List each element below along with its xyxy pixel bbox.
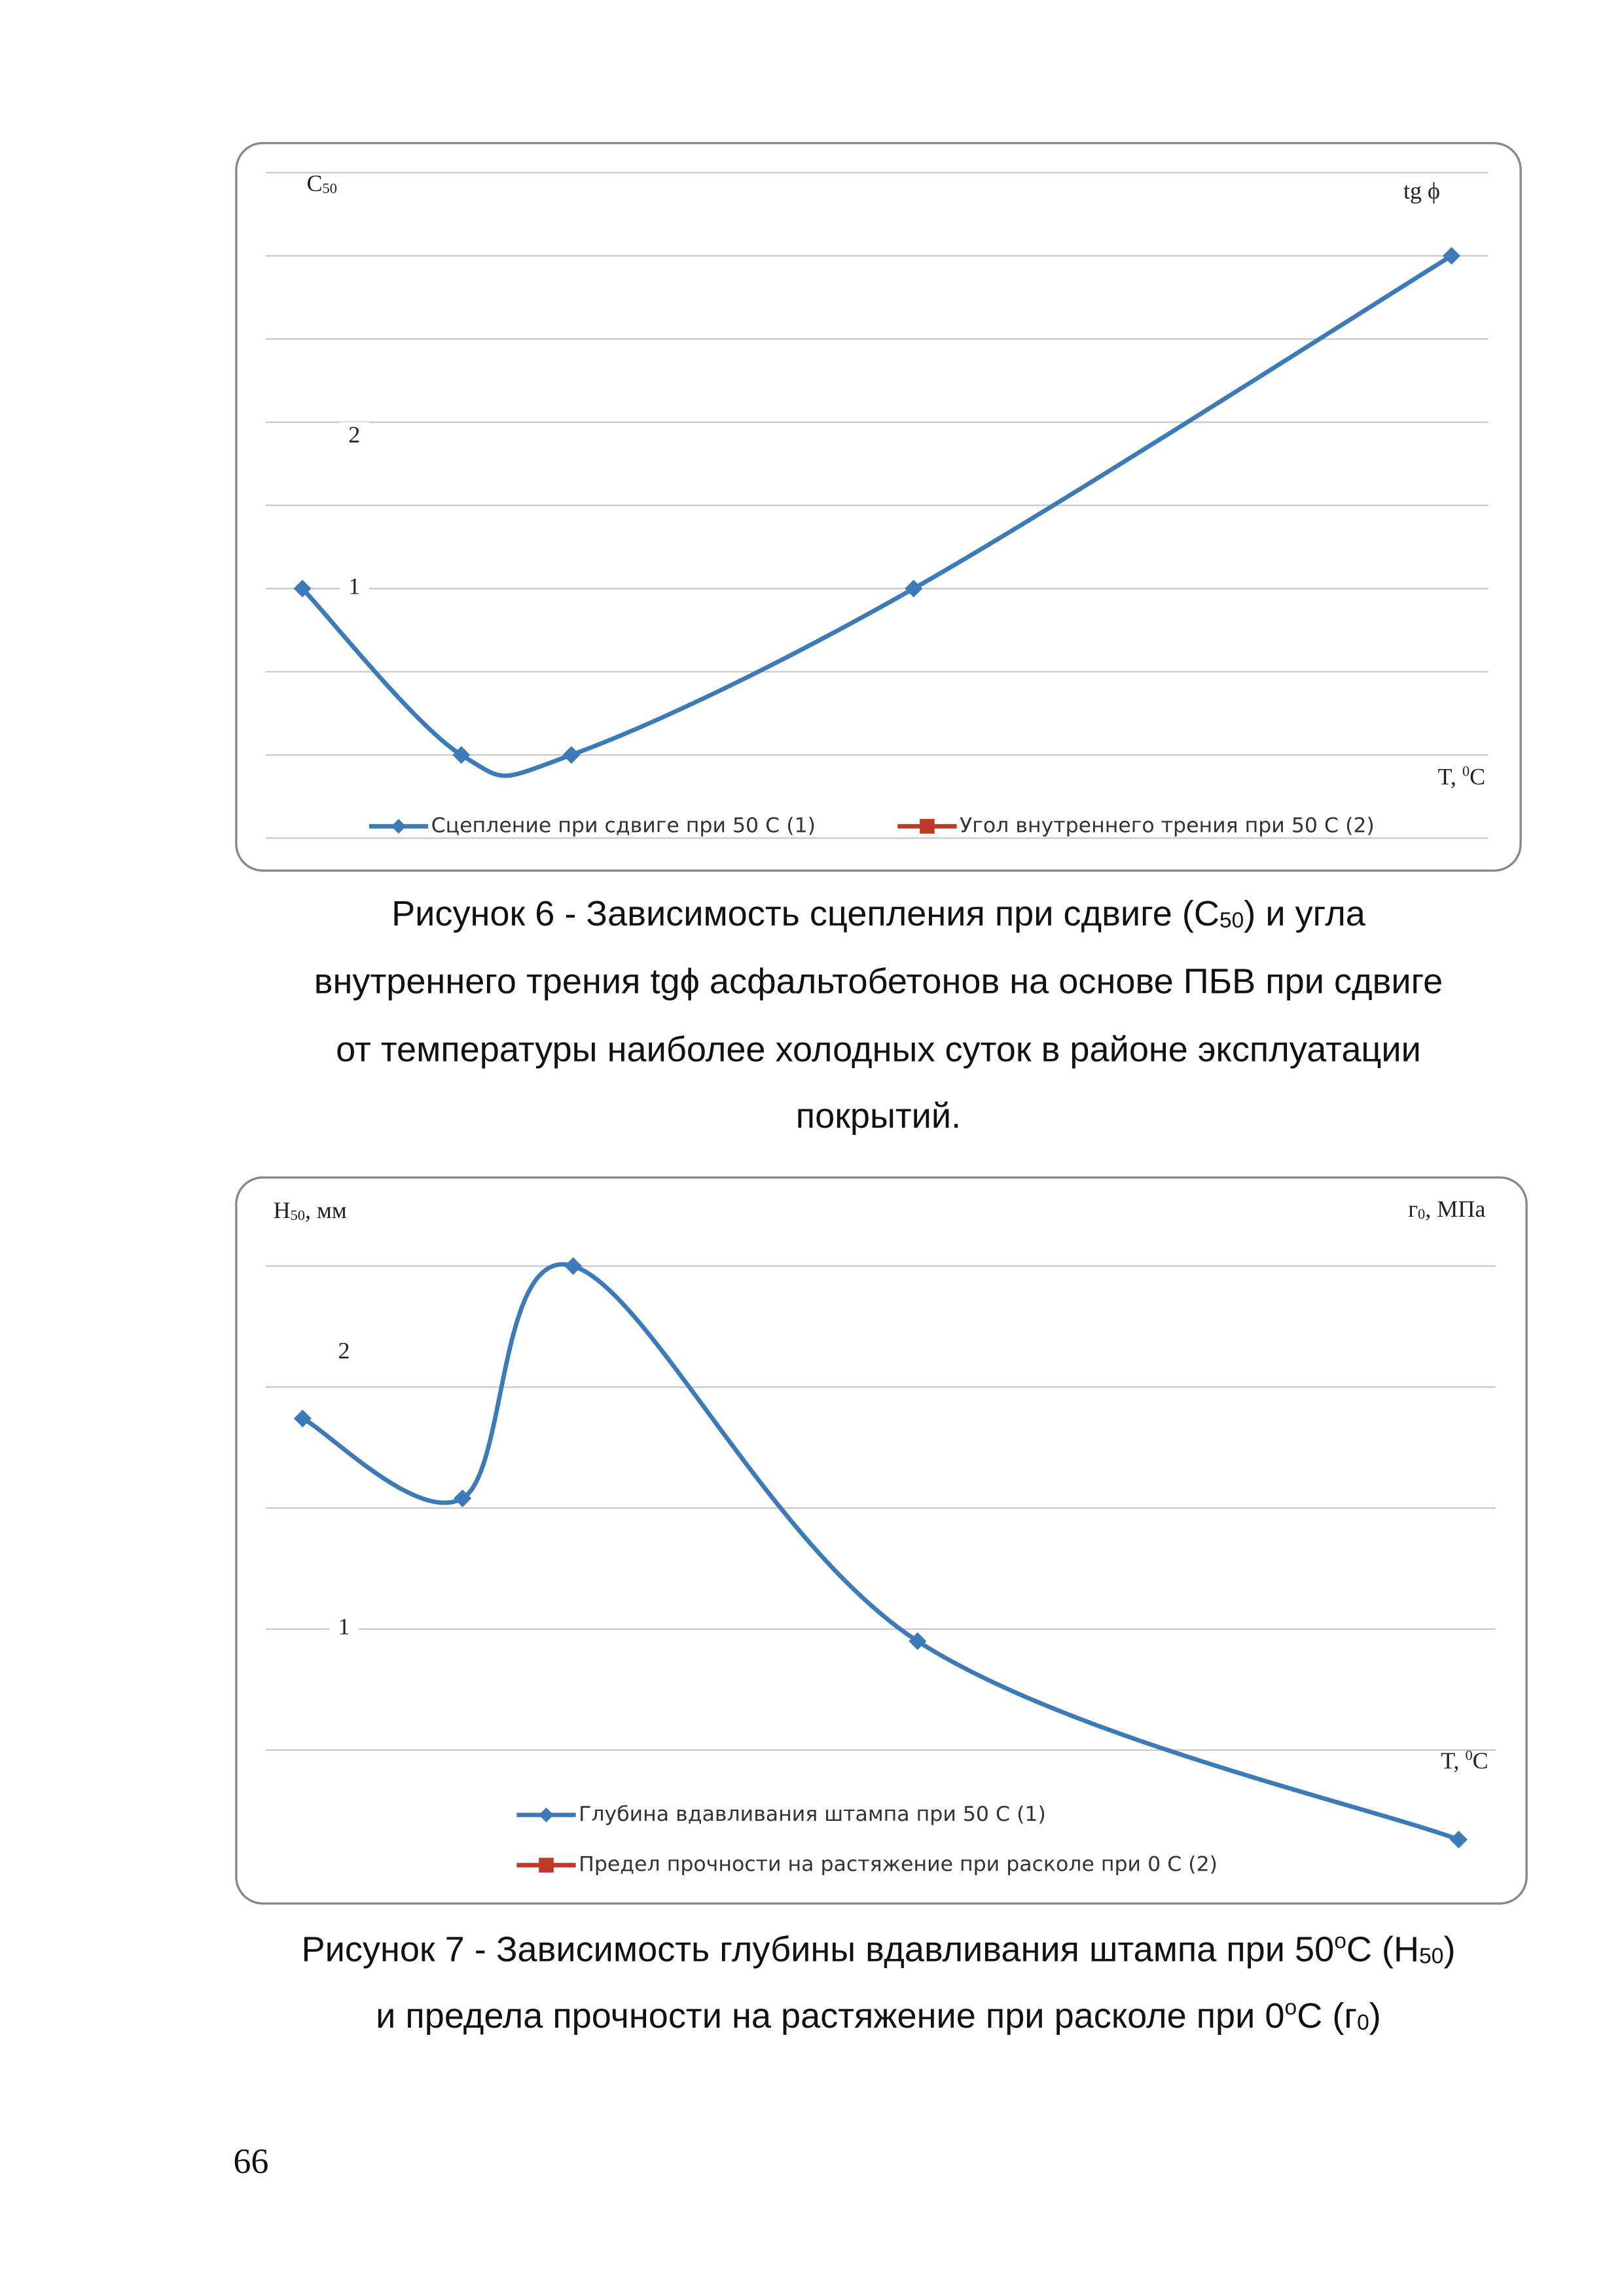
text-run: C [1470, 764, 1485, 790]
figure-caption: от температуры наиболее холодных суток в… [336, 1030, 1421, 1069]
subscript: 0 [1357, 2011, 1369, 2036]
figure-caption: Рисунок 7 - Зависимость глубины вдавлива… [301, 1929, 1455, 1969]
text-run: tg ϕ [1403, 178, 1440, 204]
y-tick-label: 2 [338, 1338, 350, 1364]
superscript: 0 [1462, 763, 1470, 780]
text-run: Рисунок 6 - Зависимость сцепления при сд… [391, 894, 1219, 933]
series-line [301, 1262, 1460, 1842]
legend-label: Угол внутреннего трения при 50 С (2) [960, 814, 1375, 838]
text-run: ) [1443, 1930, 1455, 1969]
text-run: покрытий. [796, 1096, 961, 1136]
tick-label-bg [329, 1338, 359, 1368]
legend-label: Сцепление при сдвиге при 50 С (1) [431, 814, 816, 838]
legend-label: Глубина вдавливания штампа при 50 С (1) [579, 1803, 1046, 1826]
text-run: ) [1369, 1996, 1381, 2036]
text-run: , МПа [1425, 1196, 1485, 1222]
y-axis-label: C50 [306, 170, 336, 196]
data-point [905, 579, 923, 598]
data-point [909, 1632, 927, 1650]
tick-label-bg [329, 1614, 359, 1644]
text-run: , мм [305, 1197, 347, 1223]
y-axis-label: H50, мм [274, 1197, 347, 1223]
text-run: H [274, 1197, 291, 1223]
text-run: Рисунок 7 - Зависимость глубины вдавлива… [301, 1930, 1334, 1969]
data-point [1449, 1831, 1468, 1849]
series-line [300, 253, 1453, 778]
subscript: 50 [291, 1207, 305, 1223]
legend-marker [391, 819, 406, 834]
text-run: C (г [1297, 1996, 1357, 2036]
x-axis-label: T, 0C [1438, 763, 1486, 790]
x-axis-label: T, 0C [1441, 1747, 1489, 1774]
y2-axis-label: tg ϕ [1403, 178, 1440, 204]
text-run: и предела прочности на растяжение при ра… [376, 1996, 1284, 2036]
text-run: C [1473, 1748, 1489, 1774]
subscript: 50 [1219, 908, 1244, 933]
page-number: 66 [233, 2142, 268, 2181]
superscript: 0 [1465, 1747, 1472, 1763]
y-tick-label: 2 [348, 422, 360, 448]
subscript: 50 [323, 180, 337, 196]
tick-label-bg [339, 573, 369, 603]
text-run: C [306, 170, 322, 196]
text-run: ) и угла [1244, 894, 1366, 933]
chart-frame [235, 1176, 1528, 1905]
data-point [293, 1409, 312, 1427]
figure-caption: Рисунок 6 - Зависимость сцепления при сд… [391, 894, 1366, 933]
chart-frame [235, 141, 1522, 872]
text-run: от температуры наиболее холодных суток в… [336, 1030, 1421, 1069]
y2-axis-label: г0, МПа [1408, 1196, 1485, 1222]
data-point [293, 579, 312, 598]
text-run: C (H [1346, 1930, 1419, 1969]
superscript: o [1334, 1929, 1346, 1953]
legend-marker [920, 819, 935, 834]
text-run: внутреннего трения tgϕ асфальтобетонов н… [314, 962, 1443, 1001]
figure-caption: покрытий. [796, 1096, 961, 1136]
data-point [564, 1257, 583, 1275]
figure-caption: внутреннего трения tgϕ асфальтобетонов н… [314, 962, 1443, 1001]
superscript: o [1285, 1996, 1297, 2020]
legend-marker [539, 1857, 554, 1873]
text-run: г [1408, 1196, 1418, 1222]
y-tick-label: 1 [348, 573, 360, 600]
y-tick-label: 1 [338, 1613, 350, 1640]
subscript: 50 [1419, 1945, 1443, 1969]
text-run: T, [1438, 764, 1462, 790]
subscript: 0 [1418, 1206, 1425, 1222]
figure-caption: и предела прочности на растяжение при ра… [376, 1996, 1381, 2036]
legend-label: Предел прочности на растяжение при раско… [579, 1853, 1218, 1876]
text-run: T, [1441, 1748, 1465, 1774]
tick-label-bg [339, 422, 369, 452]
